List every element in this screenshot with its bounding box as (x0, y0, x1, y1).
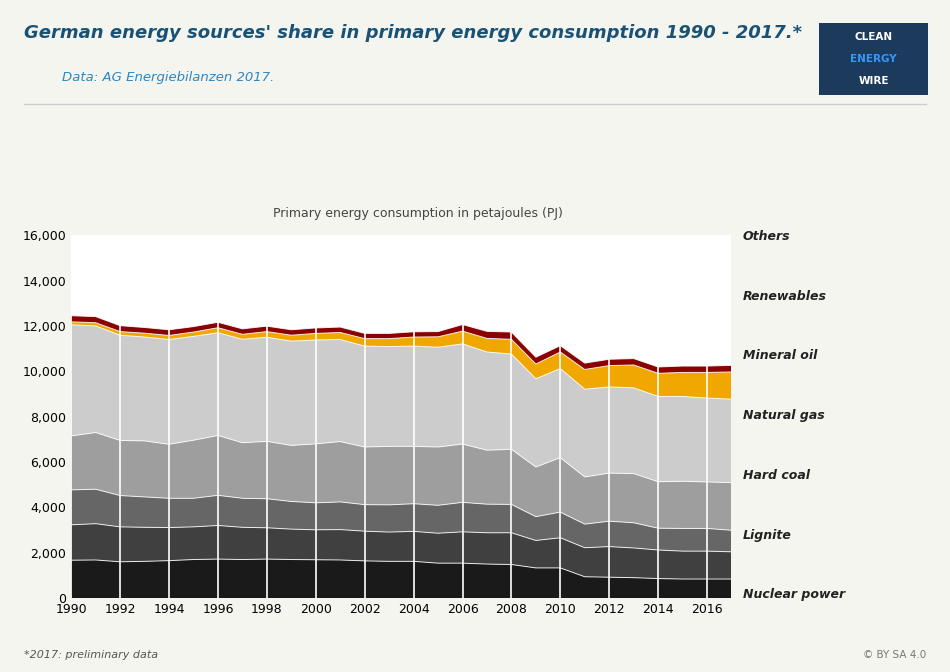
Text: *2017: preliminary data: *2017: preliminary data (24, 650, 158, 660)
Text: Others: Others (743, 230, 790, 243)
Text: © BY SA 4.0: © BY SA 4.0 (863, 650, 926, 660)
Text: Mineral oil: Mineral oil (743, 349, 817, 362)
Text: Lignite: Lignite (743, 528, 791, 542)
Text: Renewables: Renewables (743, 290, 826, 303)
Text: Natural gas: Natural gas (743, 409, 825, 422)
Text: CLEAN: CLEAN (854, 32, 893, 42)
Text: ENERGY: ENERGY (850, 54, 897, 64)
Text: Hard coal: Hard coal (743, 469, 810, 482)
Text: Nuclear power: Nuclear power (743, 588, 846, 601)
Text: Primary energy consumption in petajoules (PJ): Primary energy consumption in petajoules… (273, 208, 563, 220)
Text: Data: AG Energiebilanzen 2017.: Data: AG Energiebilanzen 2017. (62, 71, 274, 83)
Text: WIRE: WIRE (858, 76, 889, 86)
Text: German energy sources' share in primary energy consumption 1990 - 2017.*: German energy sources' share in primary … (24, 24, 802, 42)
